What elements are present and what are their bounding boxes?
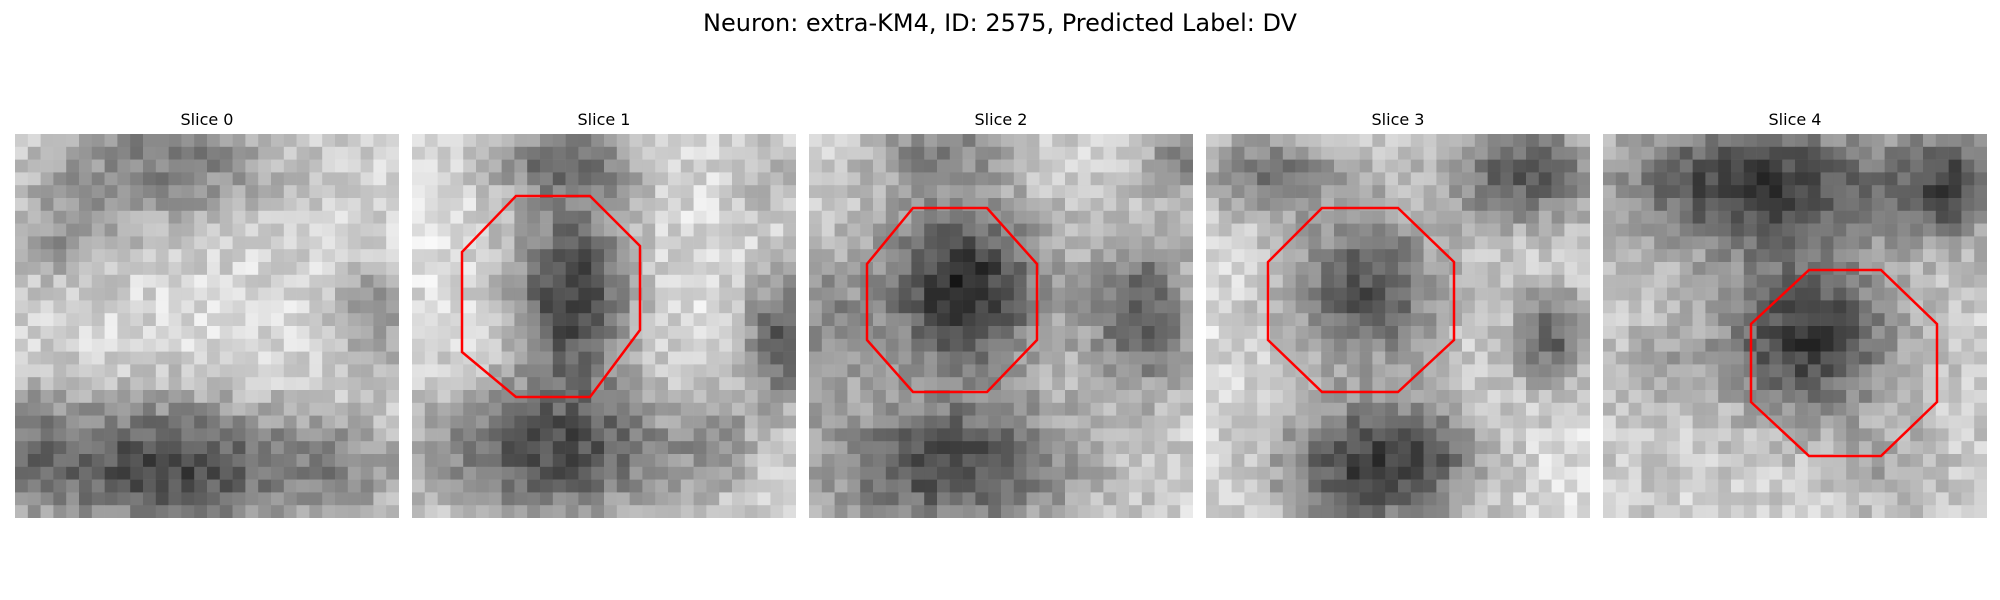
slice-4-grayscale	[1603, 134, 1987, 518]
slice-3-title: Slice 3	[1371, 110, 1425, 129]
slice-2-image	[809, 134, 1193, 518]
roi-octagon-outline	[1749, 268, 1939, 458]
roi-octagon-outline	[460, 194, 642, 399]
slice-1-title: Slice 1	[577, 110, 631, 129]
slice-0-grayscale	[15, 134, 399, 518]
slice-1-grayscale	[412, 134, 796, 518]
slice-0-image	[15, 134, 399, 518]
slice-2-title: Slice 2	[974, 110, 1028, 129]
figure-title: Neuron: extra-KM4, ID: 2575, Predicted L…	[703, 9, 1297, 37]
slice-2-grayscale	[809, 134, 1193, 518]
slice-1-image	[412, 134, 796, 518]
slice-4-title: Slice 4	[1768, 110, 1822, 129]
slice-0-title: Slice 0	[180, 110, 234, 129]
slice-3-image	[1206, 134, 1590, 518]
slice-3-grayscale	[1206, 134, 1590, 518]
roi-octagon-outline	[1266, 206, 1456, 394]
roi-octagon-outline	[865, 206, 1039, 394]
slice-4-image	[1603, 134, 1987, 518]
